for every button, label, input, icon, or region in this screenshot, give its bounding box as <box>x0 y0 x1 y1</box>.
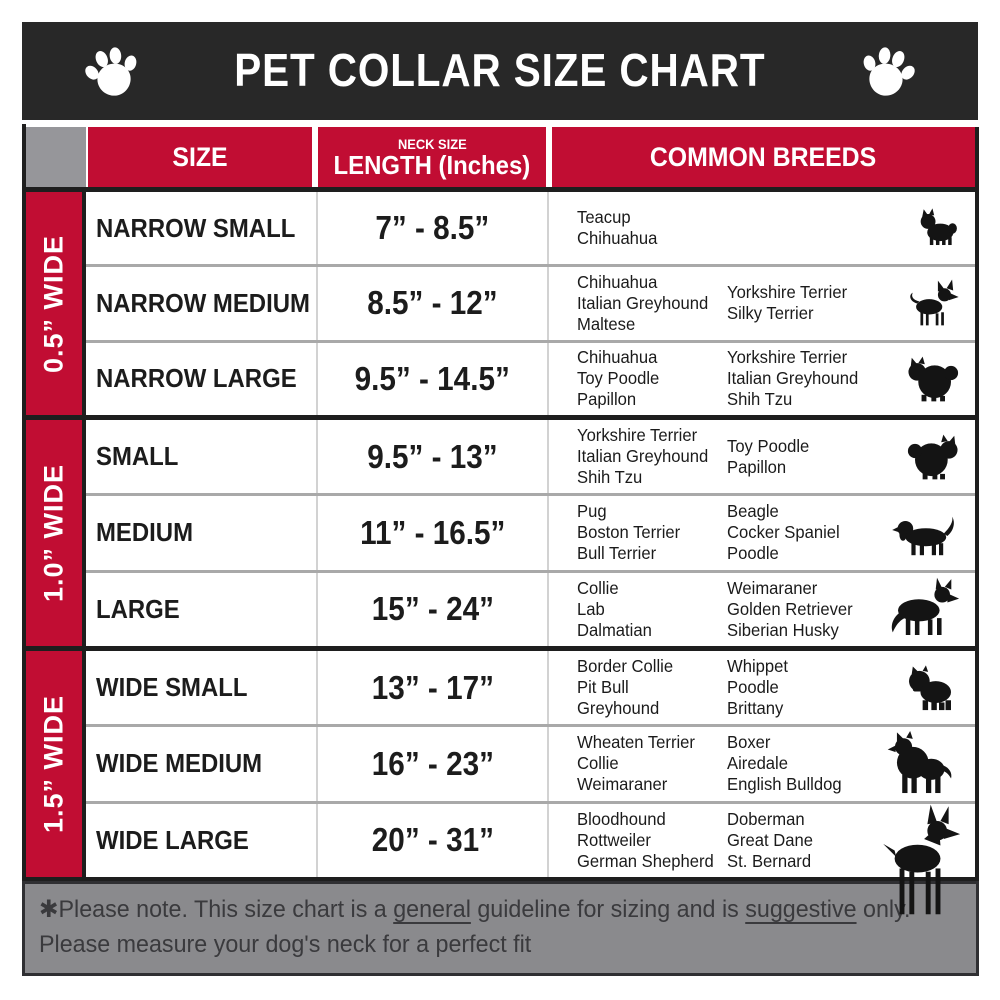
table-row: WIDE LARGE 20” - 31” Bloodhound Rottweil… <box>86 800 975 915</box>
width-group-10: 1.0” WIDE SMALL 9.5” - 13” Yorkshire Ter… <box>26 420 975 646</box>
breeds-list: Yorkshire Terrier Silky Terrier <box>727 282 848 324</box>
breeds-list: Teacup Chihuahua <box>577 207 658 249</box>
breeds-list: Chihuahua Italian Greyhound Maltese <box>577 271 709 334</box>
page-title: PET COLLAR SIZE CHART <box>234 43 766 96</box>
neck-size-value: 16” - 23” <box>316 727 549 801</box>
size-label: MEDIUM <box>96 517 194 548</box>
column-header-neck-size: NECK SIZE LENGTH (Inches) <box>318 127 546 187</box>
table-row: NARROW LARGE 9.5” - 14.5” Chihuahua Toy … <box>86 339 975 415</box>
common-breeds-cell: Pug Boston Terrier Bull Terrier Beagle C… <box>549 496 975 569</box>
paw-print-icon <box>74 35 150 107</box>
neck-size-value: 15” - 24” <box>316 572 549 646</box>
table-row: MEDIUM 11” - 16.5” Pug Boston Terrier Bu… <box>86 493 975 570</box>
footer-note-line2: Please measure your dog's neck for a per… <box>39 931 532 958</box>
common-breeds-cell: Chihuahua Toy Poodle Papillon Yorkshire … <box>549 343 975 415</box>
dachshund-icon <box>891 506 963 560</box>
breeds-list: Doberman Great Dane St. Bernard <box>727 808 813 871</box>
footer-note: ✱Please note. This size chart is a gener… <box>22 881 979 976</box>
table-row: WIDE SMALL 13” - 17” Border Collie Pit B… <box>86 651 975 725</box>
group-divider <box>22 187 979 192</box>
right-border <box>975 127 979 881</box>
size-label: WIDE SMALL <box>96 672 248 703</box>
group-divider <box>22 415 979 420</box>
common-breeds-cell: Wheaten Terrier Collie Weimaraner Boxer … <box>549 727 975 800</box>
width-group-05: 0.5” WIDE NARROW SMALL 7” - 8.5” Teacup … <box>26 192 975 415</box>
breeds-list: Collie Lab Dalmatian <box>577 577 652 640</box>
common-breeds-cell: Bloodhound Rottweiler German Shepherd Do… <box>549 804 975 915</box>
column-header-size: SIZE <box>88 127 312 187</box>
shih-tzu-icon <box>903 429 963 485</box>
chihuahua-icon <box>903 275 963 331</box>
neck-size-value: 20” - 31” <box>316 803 549 877</box>
breeds-list: Bloodhound Rottweiler German Shepherd <box>577 808 714 871</box>
width-band-label: 1.5” WIDE <box>38 694 69 834</box>
size-label: SMALL <box>96 441 179 472</box>
pitbull-icon <box>885 730 963 797</box>
left-border <box>22 124 26 881</box>
neck-size-value: 8.5” - 12” <box>316 267 549 340</box>
neck-size-value: 11” - 16.5” <box>316 496 549 570</box>
title-bar: PET COLLAR SIZE CHART <box>22 22 978 120</box>
footer-note-line1: ✱Please note. This size chart is a gener… <box>39 896 911 923</box>
neck-size-value: 9.5” - 14.5” <box>316 342 549 415</box>
breeds-list: Toy Poodle Papillon <box>727 435 810 477</box>
width-band-0.5: 0.5” WIDE <box>26 192 86 415</box>
paw-print-icon <box>850 35 926 107</box>
pomeranian-icon <box>903 351 963 407</box>
size-label: LARGE <box>96 593 180 624</box>
neck-size-value: 7” - 8.5” <box>316 192 549 265</box>
table-row: NARROW SMALL 7” - 8.5” Teacup Chihuahua <box>86 192 975 265</box>
breeds-list: Border Collie Pit Bull Greyhound <box>577 656 674 719</box>
breeds-list: Yorkshire Terrier Italian Greyhound Shih… <box>727 347 859 410</box>
breeds-list: Yorkshire Terrier Italian Greyhound Shih… <box>577 425 709 488</box>
yorkshire-terrier-icon <box>915 206 963 250</box>
table-row: WIDE MEDIUM 16” - 23” Wheaten Terrier Co… <box>86 724 975 801</box>
group-divider <box>22 877 979 881</box>
bulldog-icon <box>903 660 963 716</box>
width-band-label: 1.0” WIDE <box>38 463 69 603</box>
common-breeds-cell: Border Collie Pit Bull Greyhound Whippet… <box>549 651 975 724</box>
common-breeds-cell: Yorkshire Terrier Italian Greyhound Shih… <box>549 420 975 493</box>
size-label: NARROW LARGE <box>96 363 297 394</box>
breeds-list: Weimaraner Golden Retriever Siberian Hus… <box>727 577 853 640</box>
common-breeds-cell: Teacup Chihuahua <box>549 192 975 264</box>
size-label: NARROW MEDIUM <box>96 287 310 318</box>
breeds-list: Beagle Cocker Spaniel Poodle <box>727 501 840 564</box>
breeds-list: Pug Boston Terrier Bull Terrier <box>577 501 681 564</box>
german-shepherd-icon <box>885 576 963 642</box>
table-row: LARGE 15” - 24” Collie Lab Dalmatian Wei… <box>86 569 975 646</box>
table-row: SMALL 9.5” - 13” Yorkshire Terrier Itali… <box>86 420 975 494</box>
breeds-list: Whippet Poodle Brittany <box>727 656 788 719</box>
column-header-common-breeds: COMMON BREEDS <box>552 127 975 187</box>
common-breeds-cell: Collie Lab Dalmatian Weimaraner Golden R… <box>549 573 975 646</box>
table-row: NARROW MEDIUM 8.5” - 12” Chihuahua Itali… <box>86 264 975 340</box>
neck-size-value: 9.5” - 13” <box>316 420 549 494</box>
breeds-list: Chihuahua Toy Poodle Papillon <box>577 347 660 410</box>
width-band-1.5: 1.5” WIDE <box>26 651 86 877</box>
doberman-icon <box>875 799 965 933</box>
size-label: WIDE MEDIUM <box>96 748 263 779</box>
size-label: NARROW SMALL <box>96 212 296 243</box>
breeds-list: Wheaten Terrier Collie Weimaraner <box>577 732 695 795</box>
width-band-label: 0.5” WIDE <box>38 234 69 373</box>
width-group-15: 1.5” WIDE WIDE SMALL 13” - 17” Border Co… <box>26 651 975 915</box>
size-label: WIDE LARGE <box>96 824 249 855</box>
group-divider <box>22 646 979 651</box>
breeds-list: Boxer Airedale English Bulldog <box>727 732 842 795</box>
table-corner-cell <box>22 127 86 187</box>
width-band-1.0: 1.0” WIDE <box>26 420 86 646</box>
neck-size-value: 13” - 17” <box>316 651 549 725</box>
common-breeds-cell: Chihuahua Italian Greyhound Maltese York… <box>549 267 975 339</box>
